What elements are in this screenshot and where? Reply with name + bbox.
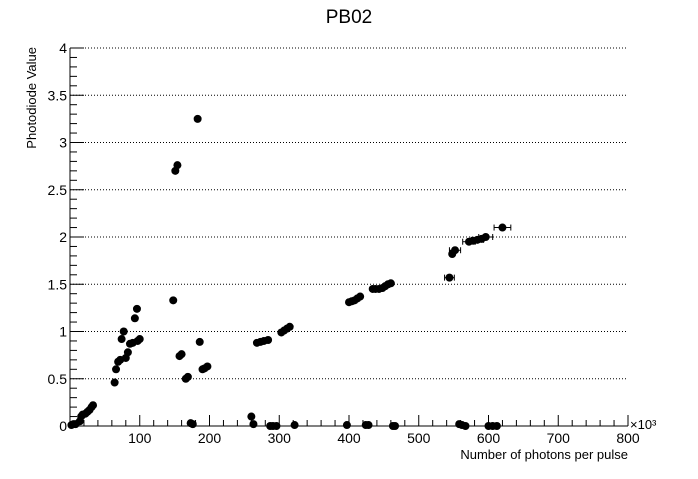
y-tick-label: 0.5 — [48, 371, 68, 387]
data-point — [342, 421, 351, 430]
data-point — [445, 273, 454, 282]
data-point — [173, 161, 182, 170]
grid-lines — [70, 47, 628, 380]
data-point — [188, 420, 197, 429]
data-point — [135, 335, 144, 344]
x-tick-label: 800 — [616, 430, 640, 446]
x-tick-label: 500 — [407, 430, 431, 446]
tick-labels: 0 0.5 1 1.5 2 2.5 3 3.5 4 100 200 300 400 500 600 700 80… — [48, 40, 640, 446]
x-axis-multiplier: ×10³ — [630, 417, 657, 432]
chart-title: PB02 — [326, 7, 372, 28]
data-point — [119, 327, 128, 336]
data-point — [117, 335, 126, 344]
data-point — [110, 378, 119, 387]
data-point — [290, 421, 299, 430]
data-point — [177, 350, 186, 359]
data-point — [89, 401, 98, 410]
data-point — [356, 292, 365, 301]
y-tick-label: 3.5 — [48, 87, 68, 103]
data-point — [492, 422, 501, 430]
x-tick-label: 100 — [128, 430, 152, 446]
data-point — [123, 348, 132, 357]
data-point — [264, 336, 273, 345]
data-point — [272, 422, 281, 430]
data-point — [285, 322, 294, 331]
y-tick-label: 4 — [59, 40, 67, 56]
data-point — [132, 304, 141, 313]
y-tick-label: 0 — [59, 418, 67, 434]
x-tick-label: 700 — [547, 430, 571, 446]
data-point — [203, 362, 212, 371]
y-tick-label: 1 — [59, 324, 67, 340]
y-tick-label: 2 — [59, 229, 67, 245]
data-point — [195, 337, 204, 346]
data-point — [386, 279, 395, 288]
data-point — [169, 296, 178, 305]
x-tick-label: 600 — [477, 430, 501, 446]
data-point — [247, 412, 256, 421]
data-point — [461, 422, 470, 430]
x-axis-label: Number of photons per pulse — [460, 447, 628, 462]
data-point — [364, 421, 373, 430]
y-tick-label: 1.5 — [48, 276, 68, 292]
x-tick-label: 300 — [268, 430, 292, 446]
data-point — [391, 422, 400, 430]
data-point — [112, 365, 121, 374]
data-points — [67, 114, 507, 430]
x-tick-label: 200 — [198, 430, 222, 446]
x-tick-label: 400 — [337, 430, 361, 446]
y-axis-label: Photodiode Value — [24, 47, 39, 149]
data-point — [183, 372, 192, 381]
data-point — [498, 223, 507, 232]
data-point — [130, 314, 139, 323]
data-point — [249, 420, 258, 429]
y-tick-label: 3 — [59, 135, 67, 151]
data-point — [193, 114, 202, 123]
y-tick-label: 2.5 — [48, 182, 68, 198]
data-point — [481, 233, 490, 241]
data-point — [451, 246, 460, 255]
